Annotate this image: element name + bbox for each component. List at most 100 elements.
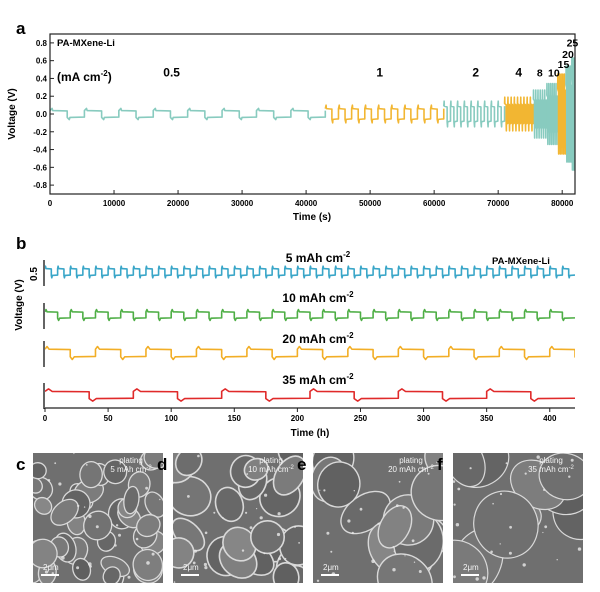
panel-b-xtick-label: 300	[417, 414, 431, 423]
panel-letter-e: e	[297, 455, 306, 474]
panel-a-x-ticks: 0 10000 20000 30000 40000 50000 60000 70000 8000…	[48, 190, 574, 208]
panel-a-ytick-label: -0.8	[33, 181, 47, 190]
panel-b-xtick-label: 100	[165, 414, 179, 423]
sem-speckle	[395, 504, 399, 507]
sem-speckle	[115, 524, 119, 527]
panel-a-ytick-label: -0.2	[33, 128, 47, 137]
panel-a-segment-label: 10	[548, 68, 560, 80]
panel-a-segment-trace	[324, 104, 445, 124]
sem-speckle	[135, 537, 139, 541]
sem-speckle	[402, 506, 405, 509]
sem-grain	[123, 485, 140, 515]
sem-speckle	[256, 508, 258, 510]
sem-caption-line2: 20 mAh cm-2	[388, 465, 434, 474]
sem-speckle	[499, 492, 503, 496]
sem-speckle	[392, 546, 395, 548]
sem-grain	[33, 496, 53, 515]
sem-speckle	[264, 493, 268, 497]
panel-a-y-ticks: 0.8 0.6 0.4 0.2 0.0 -0.2 -0.4 -0.6 -0.8	[33, 39, 54, 190]
panel-a-xtick-label: 50000	[359, 199, 382, 208]
sem-speckle	[453, 575, 456, 579]
sem-speckle	[88, 514, 92, 518]
panel-b-ylabel: Voltage (V)	[14, 279, 25, 330]
sem-grain	[377, 505, 413, 549]
sem-speckle	[44, 570, 49, 574]
panel-a-segment-label: 25	[567, 37, 579, 49]
panel-a-segment-trace	[50, 107, 327, 121]
panel-b-xtick-label: 250	[354, 414, 368, 423]
panel-b-series-label: 10 mAh cm-2	[282, 290, 354, 305]
panel-a-ytick-label: 0.6	[36, 57, 48, 66]
sem-scale-label: 2μm	[43, 563, 59, 572]
sem-caption-line1: plating	[259, 456, 283, 465]
sem-speckle	[54, 462, 57, 465]
panel-a-ytick-label: 0.0	[36, 110, 48, 119]
sem-speckle	[277, 512, 281, 516]
sem-speckle	[544, 525, 548, 529]
panel-b-series-trace	[45, 388, 575, 402]
panel-a-xtick-label: 70000	[487, 199, 510, 208]
sem-speckle	[249, 526, 253, 529]
panel-a-ytick-label: 0.4	[36, 74, 48, 83]
sem-speckle	[393, 550, 395, 552]
sem-speckle	[192, 561, 196, 565]
panel-a-segment-trace	[532, 89, 548, 139]
panel-a-xtick-label: 60000	[423, 199, 446, 208]
sem-speckle	[457, 487, 461, 491]
sem-grain	[453, 539, 489, 583]
panel-a-xtick-label: 20000	[167, 199, 190, 208]
panel-letter-d: d	[157, 455, 167, 474]
panel-a-ytick-label: -0.4	[33, 146, 47, 155]
panel-b-series-trace	[45, 308, 575, 322]
sem-caption-line1: plating	[539, 456, 563, 465]
panel-b-xlabel: Time (h)	[291, 428, 330, 439]
panel-b-series-trace	[45, 265, 575, 279]
panel-a-ylabel: Voltage (V)	[7, 88, 18, 139]
sem-speckle	[436, 461, 438, 464]
sem-speckle	[542, 531, 544, 534]
sem-speckle	[453, 503, 456, 506]
panel-a-segment-trace	[565, 65, 573, 163]
sem-caption-line1: plating	[399, 456, 423, 465]
sem-speckle	[213, 511, 216, 514]
sem-speckle	[509, 525, 512, 529]
sem-speckle	[371, 559, 375, 563]
sem-grain	[50, 498, 79, 526]
sem-grain	[317, 461, 361, 508]
sem-speckle	[284, 557, 287, 560]
sem-speckle	[204, 531, 208, 535]
sem-speckle	[294, 525, 296, 528]
sem-speckle	[404, 555, 406, 557]
sem-grain	[243, 457, 269, 481]
panel-a-frame	[49, 33, 576, 195]
sem-speckle	[222, 517, 224, 519]
sem-grain	[453, 453, 486, 488]
panel-b-x-ticks: 0 50 100 150 200 250 300 350 400	[43, 408, 557, 423]
sem-speckle	[453, 480, 456, 483]
panel-a-xlabel: Time (s)	[293, 212, 331, 223]
panel-b-series-label: 5 mAh cm-2	[286, 250, 351, 265]
sem-speckle	[543, 488, 546, 491]
panel-a-segment-label: 15	[558, 59, 570, 71]
sem-speckle	[418, 570, 422, 573]
sem-speckle	[570, 458, 574, 462]
sem-speckle	[263, 552, 266, 555]
sem-speckle	[568, 475, 571, 478]
sem-speckle	[51, 572, 54, 575]
panel-a: a Voltage (V) 0.8 0.6 0.4 0.2 0.0 -0.2 -0.4 -0.…	[7, 19, 578, 223]
sem-speckle	[83, 506, 86, 508]
sem-grain	[538, 453, 583, 501]
panel-b-series-label: 20 mAh cm-2	[282, 331, 354, 346]
panel-a-xtick-label: 30000	[231, 199, 254, 208]
sem-speckle	[61, 556, 65, 560]
panel-letter-a: a	[16, 19, 26, 38]
sem-speckle	[359, 507, 363, 511]
sem-caption-line2: 5 mAh cm-2	[110, 465, 152, 474]
sem-speckle	[421, 466, 424, 469]
panel-a-segment-trace	[556, 73, 567, 155]
panel-a-segment-label: 4	[515, 66, 522, 80]
sem-speckle	[508, 551, 512, 555]
sem-speckle	[492, 502, 494, 505]
